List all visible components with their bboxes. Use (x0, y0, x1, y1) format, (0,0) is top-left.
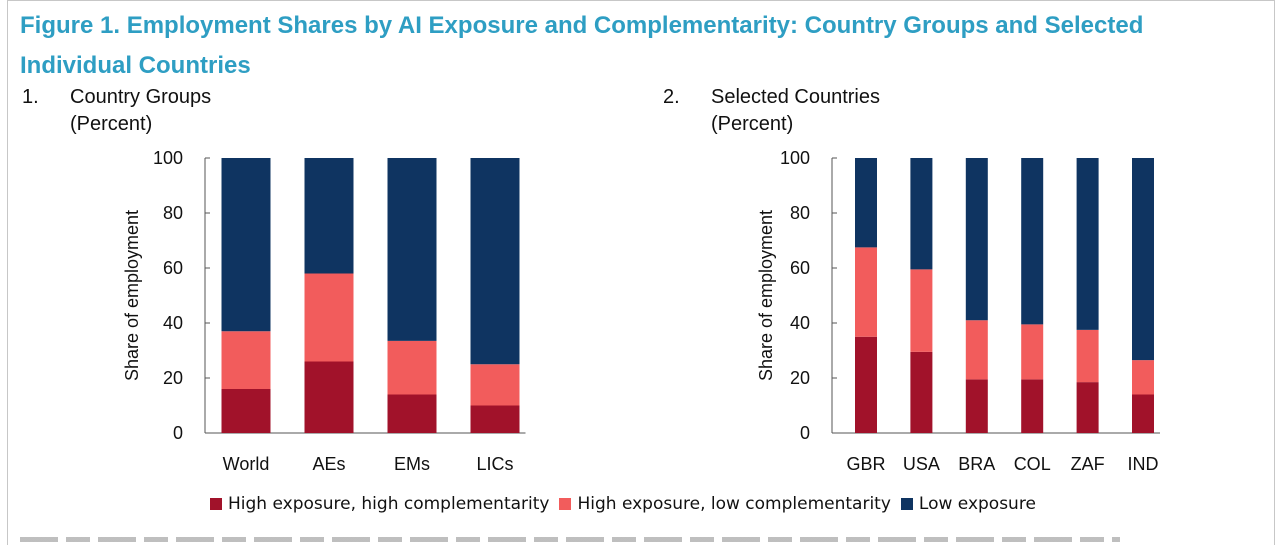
chart-2-bar-ind-series-2 (1132, 360, 1154, 395)
chart-2-bar-ind-series-1 (1132, 394, 1154, 433)
legend: High exposure, high complementarity High… (210, 492, 1046, 516)
chart-2-y-tick-label: 40 (790, 313, 810, 333)
cropped-source-note (20, 537, 1140, 545)
chart-2-bar-col-series-2 (1021, 324, 1044, 380)
chart-1-x-tick-label: LICs (476, 454, 513, 474)
chart-2-bar-gbr-series-3 (855, 158, 877, 248)
chart-2-x-tick-label: ZAF (1071, 454, 1105, 474)
chart-2-y-tick-label: 100 (780, 148, 810, 168)
chart-1-y-tick-label: 80 (163, 203, 183, 223)
chart-2-bar-zaf-series-2 (1076, 329, 1099, 383)
chart-2-bar-bra-series-1 (965, 379, 988, 433)
panel-1-header: 1. Country Groups (Percent) (22, 84, 422, 140)
chart-2-bar-col-series-1 (1021, 379, 1044, 433)
legend-item-low-exposure: Low exposure (900, 494, 1036, 514)
chart-1-bar-world-series-3 (221, 158, 271, 332)
panel-2-number: 2. (663, 86, 680, 108)
chart-2-x-tick-label: GBR (846, 454, 885, 474)
chart-2-bar-usa-series-2 (910, 269, 933, 352)
figure-frame (7, 0, 1275, 545)
panel-1-unit: (Percent) (70, 113, 153, 135)
chart-2-bar-gbr-series-1 (855, 336, 877, 433)
chart-1-x-tick-label: AEs (312, 454, 345, 474)
chart-1-y-tick-label: 100 (153, 148, 183, 168)
figure-title: Figure 1. Employment Shares by AI Exposu… (20, 12, 1144, 79)
legend-item-high-exp-low-comp: High exposure, low complementarity (559, 494, 891, 514)
chart-2-bar-bra-series-2 (965, 320, 988, 380)
legend-label-high-exp-high-comp: High exposure, high complementarity (228, 494, 550, 514)
panel-2-title: Selected Countries (711, 86, 880, 108)
chart-2-y-tick-label: 20 (790, 368, 810, 388)
chart-2-x-tick-label: COL (1014, 454, 1051, 474)
chart-1-y-tick-label: 60 (163, 258, 183, 278)
chart-2-y-tick-label: 80 (790, 203, 810, 223)
chart-2-bar-col-series-3 (1021, 158, 1044, 325)
chart-2-y-tick-label: 60 (790, 258, 810, 278)
chart-1-bar-aes-series-3 (304, 158, 354, 274)
legend-swatch-low-exposure (900, 498, 913, 510)
chart-2-bar-usa-series-3 (910, 158, 933, 270)
chart-1-bar-ems-series-1 (387, 394, 437, 433)
chart-2-bar-gbr-series-2 (855, 247, 877, 337)
chart-1-y-tick-label: 0 (173, 423, 183, 443)
panel-1-number: 1. (22, 86, 39, 108)
panel-1-title: Country Groups (70, 86, 212, 108)
panel-2-header: 2. Selected Countries (Percent) (663, 84, 1063, 140)
chart-2-bar-zaf-series-1 (1076, 382, 1099, 433)
chart-2-y-axis-label: Share of employment (756, 210, 776, 381)
chart-2-x-tick-label: USA (903, 454, 940, 474)
chart-1-bar-lics-series-3 (470, 158, 520, 365)
chart-1-bar-lics-series-1 (470, 405, 520, 433)
legend-label-high-exp-low-comp: High exposure, low complementarity (577, 494, 891, 514)
panel-2-unit: (Percent) (711, 113, 794, 135)
legend-swatch-high-exp-low-comp (559, 498, 572, 510)
chart-1-x-tick-label: EMs (394, 454, 430, 474)
chart-1-bar-aes-series-2 (304, 273, 354, 362)
legend-label-low-exposure: Low exposure (918, 494, 1036, 514)
chart-1-bar-lics-series-2 (470, 364, 520, 406)
chart-1-y-tick-label: 40 (163, 313, 183, 333)
chart-2-x-tick-label: IND (1128, 454, 1159, 474)
chart-1-bar-ems-series-2 (387, 340, 437, 395)
chart-1-bar-aes-series-1 (304, 361, 354, 433)
legend-swatch-high-exp-high-comp (210, 498, 222, 510)
chart-1-y-tick-label: 20 (163, 368, 183, 388)
chart-2-bar-zaf-series-3 (1076, 158, 1099, 330)
chart-2-y-tick-label: 0 (800, 423, 810, 443)
chart-2-bar-bra-series-3 (965, 158, 988, 321)
legend-item-high-exp-high-comp: High exposure, high complementarity (210, 494, 549, 514)
chart-2-bar-ind-series-3 (1132, 158, 1154, 361)
chart-1-bar-world-series-1 (221, 389, 271, 433)
chart-1-bar-world-series-2 (221, 331, 271, 389)
chart-2-x-tick-label: BRA (958, 454, 995, 474)
chart-2-bar-usa-series-1 (910, 351, 933, 433)
chart-1-bar-ems-series-3 (387, 158, 437, 341)
chart-1-x-tick-label: World (223, 454, 270, 474)
chart-1-y-axis-label: Share of employment (122, 210, 142, 381)
